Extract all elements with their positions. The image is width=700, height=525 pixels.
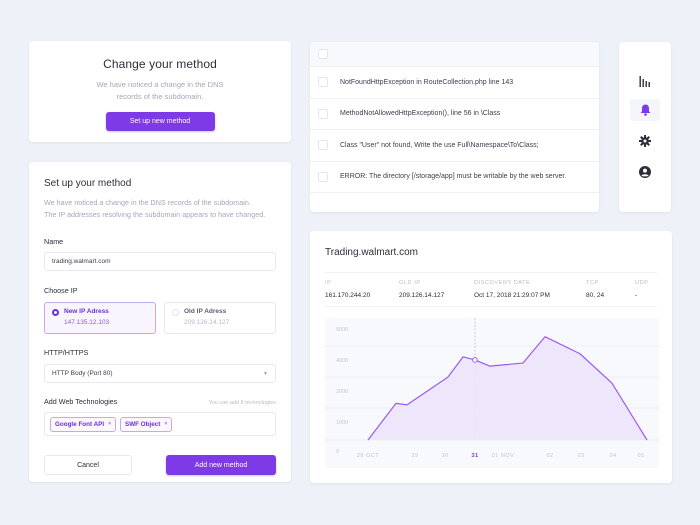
select-all-checkbox[interactable] [318, 49, 328, 59]
dropdown-arrow-icon: ▼ [263, 370, 268, 377]
domain-info-table: IP 161.170.244.20 OLD IP 209.126.14.127 … [325, 272, 657, 307]
ip-options: New IP Adress 147.135.12.103 Old IP Adre… [44, 302, 276, 334]
svg-text:0: 0 [336, 449, 339, 455]
error-row[interactable]: Class "User" not found, Write the use Fu… [310, 130, 599, 162]
add-new-method-button[interactable]: Add new method [166, 455, 276, 475]
info-col-ip: IP 161.170.244.20 [325, 280, 370, 299]
side-nav [619, 42, 671, 212]
name-input-value: trading.walmart.com [52, 258, 111, 265]
svg-text:5000: 5000 [336, 327, 348, 333]
cancel-button[interactable]: Cancel [44, 455, 132, 475]
change-method-card: Change your method We have noticed a cha… [29, 41, 291, 142]
tag-label: Google Font API [55, 420, 105, 428]
setup-method-card: Set up your method We have noticed a cha… [29, 162, 291, 482]
column-value: - [635, 292, 638, 299]
info-col-old-ip: OLD IP 209.126.14.127 [399, 280, 444, 299]
area-chart: 0 1000 2000 4000 5000 28 OCT 29 30 31 01 NOV 02 03 0… [325, 318, 659, 459]
domain-card: Trading.walmart.com IP 161.170.244.20 OL… [310, 231, 672, 483]
svg-text:30: 30 [441, 453, 448, 459]
radio-selected-icon[interactable] [52, 309, 59, 316]
row-checkbox[interactable] [318, 140, 328, 151]
svg-text:1000: 1000 [336, 420, 348, 426]
ip-option-value: 147.135.12.103 [64, 319, 110, 326]
info-col-tcp: TCP 80, 24 [586, 280, 604, 299]
protocol-select[interactable]: HTTP Body (Port 80) ▼ [44, 364, 276, 383]
row-checkbox[interactable] [318, 77, 328, 88]
svg-text:4000: 4000 [336, 358, 348, 364]
svg-text:02: 02 [546, 453, 553, 459]
column-header: DISCOVERY DATE [474, 280, 531, 286]
svg-text:01 NOV: 01 NOV [492, 453, 515, 459]
errors-card: NotFoundHttpException in RouteCollection… [310, 42, 599, 212]
tech-hint: You can add 8 technologies [208, 400, 276, 406]
protocol-select-value: HTTP Body (Port 80) [52, 370, 113, 377]
description-line: The IP addresses resolving the subdomain… [44, 210, 266, 219]
column-header: TCP [586, 280, 599, 286]
remove-tag-icon[interactable]: × [108, 421, 112, 427]
column-value: 80, 24 [586, 292, 605, 299]
error-row[interactable]: MethodNotAllowedHttpException(), line 56… [310, 99, 599, 130]
nav-item-profile[interactable] [630, 161, 660, 183]
tech-header: Add Web Technologies You can add 8 techn… [44, 397, 276, 406]
bar-chart-icon [639, 75, 650, 87]
name-input[interactable]: trading.walmart.com [44, 252, 276, 271]
ip-option-title: Old IP Adress [184, 308, 227, 315]
change-method-description: We have noticed a change in the DNS reco… [96, 80, 224, 101]
ip-option-title: New IP Adress [64, 308, 109, 315]
info-col-discovery-date: DISCOVERY DATE Oct 17, 2018 21:29:07 PM [474, 280, 550, 299]
nav-item-stats[interactable] [630, 70, 660, 92]
error-text: Class "User" not found, Write the use Fu… [340, 141, 539, 149]
column-header: OLD IP [399, 280, 421, 286]
tag-label: SWF Object [125, 420, 161, 428]
ip-option-new[interactable]: New IP Adress 147.135.12.103 [44, 302, 156, 334]
column-value: Oct 17, 2018 21:29:07 PM [474, 292, 550, 299]
svg-text:03: 03 [577, 453, 584, 459]
radio-unselected-icon[interactable] [172, 309, 179, 316]
column-value: 209.126.14.127 [399, 292, 445, 299]
errors-header [310, 42, 599, 67]
column-header: UDP [635, 280, 649, 286]
setup-method-description: We have noticed a change in the DNS reco… [44, 197, 276, 221]
nav-item-notifications[interactable] [630, 99, 660, 121]
ip-option-value: 209.126.14.127 [184, 319, 230, 326]
setup-method-title: Set up your method [44, 178, 132, 189]
svg-text:04: 04 [609, 453, 616, 459]
user-circle-icon [639, 166, 651, 178]
ip-option-old[interactable]: Old IP Adress 209.126.14.127 [164, 302, 276, 334]
row-checkbox[interactable] [318, 108, 328, 119]
change-method-title: Change your method [103, 57, 217, 71]
column-value: 161.170.244.20 [325, 292, 371, 299]
domain-title: Trading.walmart.com [325, 247, 418, 258]
tech-label: Add Web Technologies [44, 397, 118, 406]
svg-text:05: 05 [637, 453, 644, 459]
form-actions: Cancel Add new method [44, 455, 276, 475]
svg-text:2000: 2000 [336, 389, 348, 395]
protocol-label: HTTP/HTTPS [44, 348, 89, 357]
svg-text:31: 31 [471, 453, 478, 459]
gear-icon [639, 135, 651, 147]
tech-tag: SWF Object × [120, 416, 173, 432]
set-up-new-method-button[interactable]: Set up new method [105, 112, 215, 131]
svg-text:28 OCT: 28 OCT [357, 453, 379, 459]
info-col-udp: UDP - [635, 280, 648, 299]
row-checkbox[interactable] [318, 171, 328, 182]
tech-tag: Google Font API × [50, 416, 117, 432]
choose-ip-label: Choose IP [44, 286, 78, 295]
error-row[interactable]: NotFoundHttpException in RouteCollection… [310, 67, 599, 99]
bell-icon [640, 104, 650, 116]
error-text: MethodNotAllowedHttpException(), line 56… [340, 110, 501, 118]
description-line: We have noticed a change in the DNS reco… [44, 198, 251, 207]
error-text: ERROR: The directory [/storage/app] must… [340, 173, 567, 181]
traffic-chart: 0 1000 2000 4000 5000 28 OCT 29 30 31 01 NOV 02 03 0… [325, 318, 659, 468]
tech-tags-input[interactable]: Google Font API × SWF Object × [44, 412, 276, 436]
column-header: IP [325, 280, 332, 286]
error-row[interactable]: ERROR: The directory [/storage/app] must… [310, 162, 599, 193]
error-text: NotFoundHttpException in RouteCollection… [340, 78, 514, 86]
svg-text:29: 29 [411, 453, 418, 459]
remove-tag-icon[interactable]: × [164, 421, 168, 427]
nav-item-settings[interactable] [630, 130, 660, 152]
name-label: Name [44, 237, 64, 246]
